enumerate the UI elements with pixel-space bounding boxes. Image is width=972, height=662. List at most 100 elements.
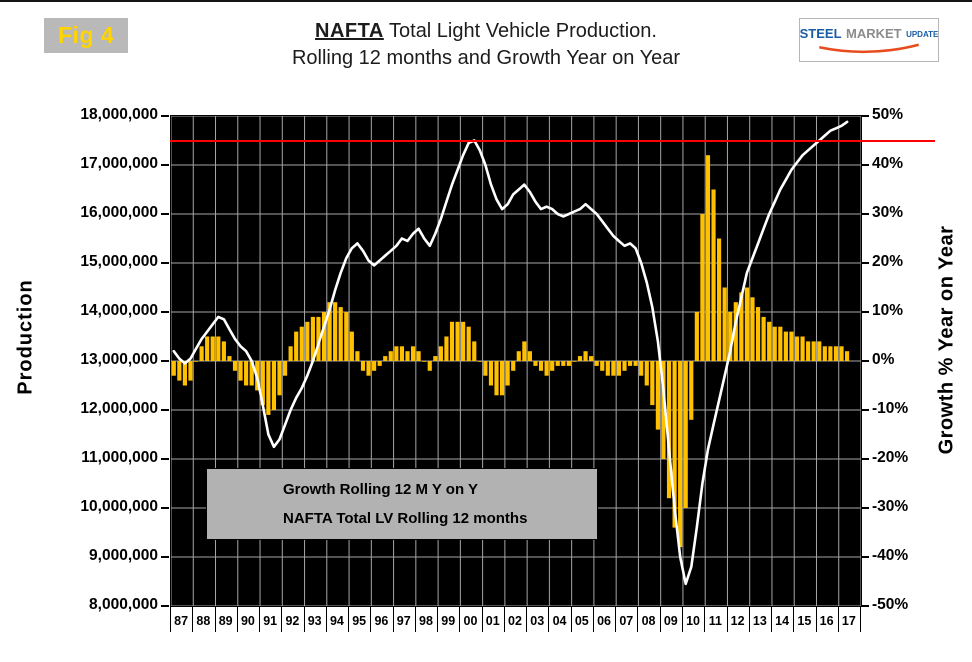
left-axis-tick bbox=[161, 164, 169, 166]
growth-bars bbox=[171, 155, 850, 548]
right-axis-tick-label: 40% bbox=[872, 155, 904, 172]
x-axis-tick bbox=[414, 606, 416, 632]
left-axis-tick bbox=[161, 605, 169, 607]
x-axis-year-label: 98 bbox=[419, 614, 433, 628]
x-axis-tick bbox=[615, 606, 617, 632]
left-axis-tick bbox=[161, 262, 169, 264]
x-axis-tick bbox=[570, 606, 572, 632]
x-axis-tick bbox=[637, 606, 639, 632]
x-axis-tick bbox=[771, 606, 772, 632]
x-axis-tick bbox=[170, 606, 171, 632]
x-axis-tick bbox=[726, 606, 728, 632]
x-axis-tick bbox=[748, 606, 750, 632]
left-axis-tick-label: 16,000,000 bbox=[80, 204, 158, 221]
right-axis-tick bbox=[861, 311, 869, 313]
plot-area: Growth Rolling 12 M Y on Y NAFTA Total L… bbox=[170, 115, 862, 607]
legend-line-swatch bbox=[225, 517, 269, 520]
x-axis-year-label: 15 bbox=[797, 614, 812, 628]
steel-market-update-logo: STEEL MARKET UPDATE bbox=[799, 18, 939, 62]
x-axis-tick bbox=[548, 606, 550, 632]
x-axis-year-label: 88 bbox=[196, 614, 211, 628]
right-axis-tick bbox=[861, 115, 869, 117]
left-axis-tick-label: 8,000,000 bbox=[89, 596, 158, 613]
logo-word-market: MARKET bbox=[846, 25, 902, 41]
x-axis-year-label: 97 bbox=[396, 614, 411, 628]
left-axis-tick bbox=[161, 556, 169, 558]
x-axis-tick bbox=[437, 606, 439, 632]
x-axis-year-label: 94 bbox=[329, 614, 344, 628]
logo-text: STEEL MARKET UPDATE bbox=[800, 26, 939, 42]
x-axis-year-label: 90 bbox=[240, 614, 255, 628]
reference-line bbox=[170, 140, 935, 142]
left-axis-title: Production bbox=[14, 279, 37, 395]
right-axis-tick bbox=[861, 164, 869, 166]
legend-label-growth: Growth Rolling 12 M Y on Y bbox=[283, 481, 479, 498]
right-axis-tick-label: 10% bbox=[872, 302, 904, 319]
x-axis-year-label: 06 bbox=[597, 614, 611, 628]
left-axis-tick-label: 10,000,000 bbox=[80, 498, 158, 515]
x-axis-year-label: 17 bbox=[841, 614, 856, 628]
left-axis-tick bbox=[161, 311, 169, 313]
x-axis-tick bbox=[681, 606, 683, 632]
x-axis-year-label: 89 bbox=[218, 614, 233, 628]
x-axis-tick bbox=[370, 606, 372, 632]
x-axis-tick bbox=[192, 606, 194, 632]
right-axis-tick bbox=[861, 605, 869, 607]
logo-word-steel: STEEL bbox=[799, 25, 842, 41]
left-axis-tick-label: 11,000,000 bbox=[81, 449, 158, 466]
x-axis-tick bbox=[704, 606, 706, 632]
x-axis-tick bbox=[837, 606, 839, 632]
right-axis-tick-label: -50% bbox=[872, 596, 909, 613]
right-axis-title: Growth % Year on Year bbox=[935, 225, 958, 455]
x-axis-year-label: 91 bbox=[263, 614, 278, 628]
legend-label-production: NAFTA Total LV Rolling 12 months bbox=[283, 510, 528, 527]
x-axis-year-label: 87 bbox=[174, 614, 189, 628]
x-axis-year-label: 11 bbox=[708, 614, 722, 628]
right-axis-tick-label: 20% bbox=[872, 253, 904, 270]
x-axis-year-label: 92 bbox=[285, 614, 300, 628]
chart-title-emphasis: NAFTA bbox=[315, 20, 384, 42]
x-axis-year-label: 93 bbox=[307, 614, 322, 628]
x-axis-tick bbox=[281, 606, 283, 632]
x-axis-year-label: 05 bbox=[574, 614, 589, 628]
x-axis-tick bbox=[303, 606, 305, 632]
x-axis-tick bbox=[236, 606, 238, 632]
legend-item-growth: Growth Rolling 12 M Y on Y bbox=[225, 481, 579, 498]
right-axis-tick bbox=[861, 556, 869, 558]
right-axis-tick bbox=[861, 360, 869, 362]
x-axis-year-label: 16 bbox=[819, 614, 834, 628]
left-axis-tick-label: 9,000,000 bbox=[89, 547, 158, 564]
x-axis-tick bbox=[815, 606, 817, 632]
logo-word-update: UPDATE bbox=[906, 29, 939, 39]
x-axis-year-label: 04 bbox=[552, 614, 567, 628]
x-axis-tick bbox=[860, 606, 861, 632]
right-axis-tick bbox=[861, 262, 869, 264]
legend-item-production: NAFTA Total LV Rolling 12 months bbox=[225, 510, 579, 527]
left-axis-tick-label: 13,000,000 bbox=[80, 351, 158, 368]
x-axis-tick bbox=[793, 606, 795, 632]
x-axis-year-label: 00 bbox=[463, 614, 478, 628]
right-axis-tick-label: 0% bbox=[872, 351, 895, 368]
x-axis-tick bbox=[214, 606, 216, 632]
right-axis-tick-label: -20% bbox=[872, 449, 909, 466]
right-axis-tick bbox=[861, 458, 869, 460]
x-axis-year-label: 02 bbox=[508, 614, 522, 628]
right-axis-tick bbox=[861, 213, 869, 215]
x-axis-tick bbox=[592, 606, 594, 632]
x-axis-tick bbox=[259, 606, 260, 632]
x-axis-year-label: 95 bbox=[352, 614, 367, 628]
left-axis-tick-label: 12,000,000 bbox=[80, 400, 158, 417]
right-axis-tick bbox=[861, 507, 869, 509]
x-axis-year-label: 08 bbox=[641, 614, 656, 628]
x-axis-tick bbox=[481, 606, 483, 632]
left-axis-tick bbox=[161, 409, 169, 411]
right-axis-tick-label: 30% bbox=[872, 204, 904, 221]
left-axis-tick bbox=[161, 360, 169, 362]
left-axis-tick bbox=[161, 115, 169, 117]
x-axis-year-label: 96 bbox=[374, 614, 389, 628]
figure-number-label: Fig 4 bbox=[44, 18, 129, 53]
chart-title: NAFTA Total Light Vehicle Production. Ro… bbox=[226, 20, 746, 70]
left-axis-tick-label: 17,000,000 bbox=[80, 155, 158, 172]
chart-title-line1: NAFTA Total Light Vehicle Production. bbox=[226, 20, 746, 43]
